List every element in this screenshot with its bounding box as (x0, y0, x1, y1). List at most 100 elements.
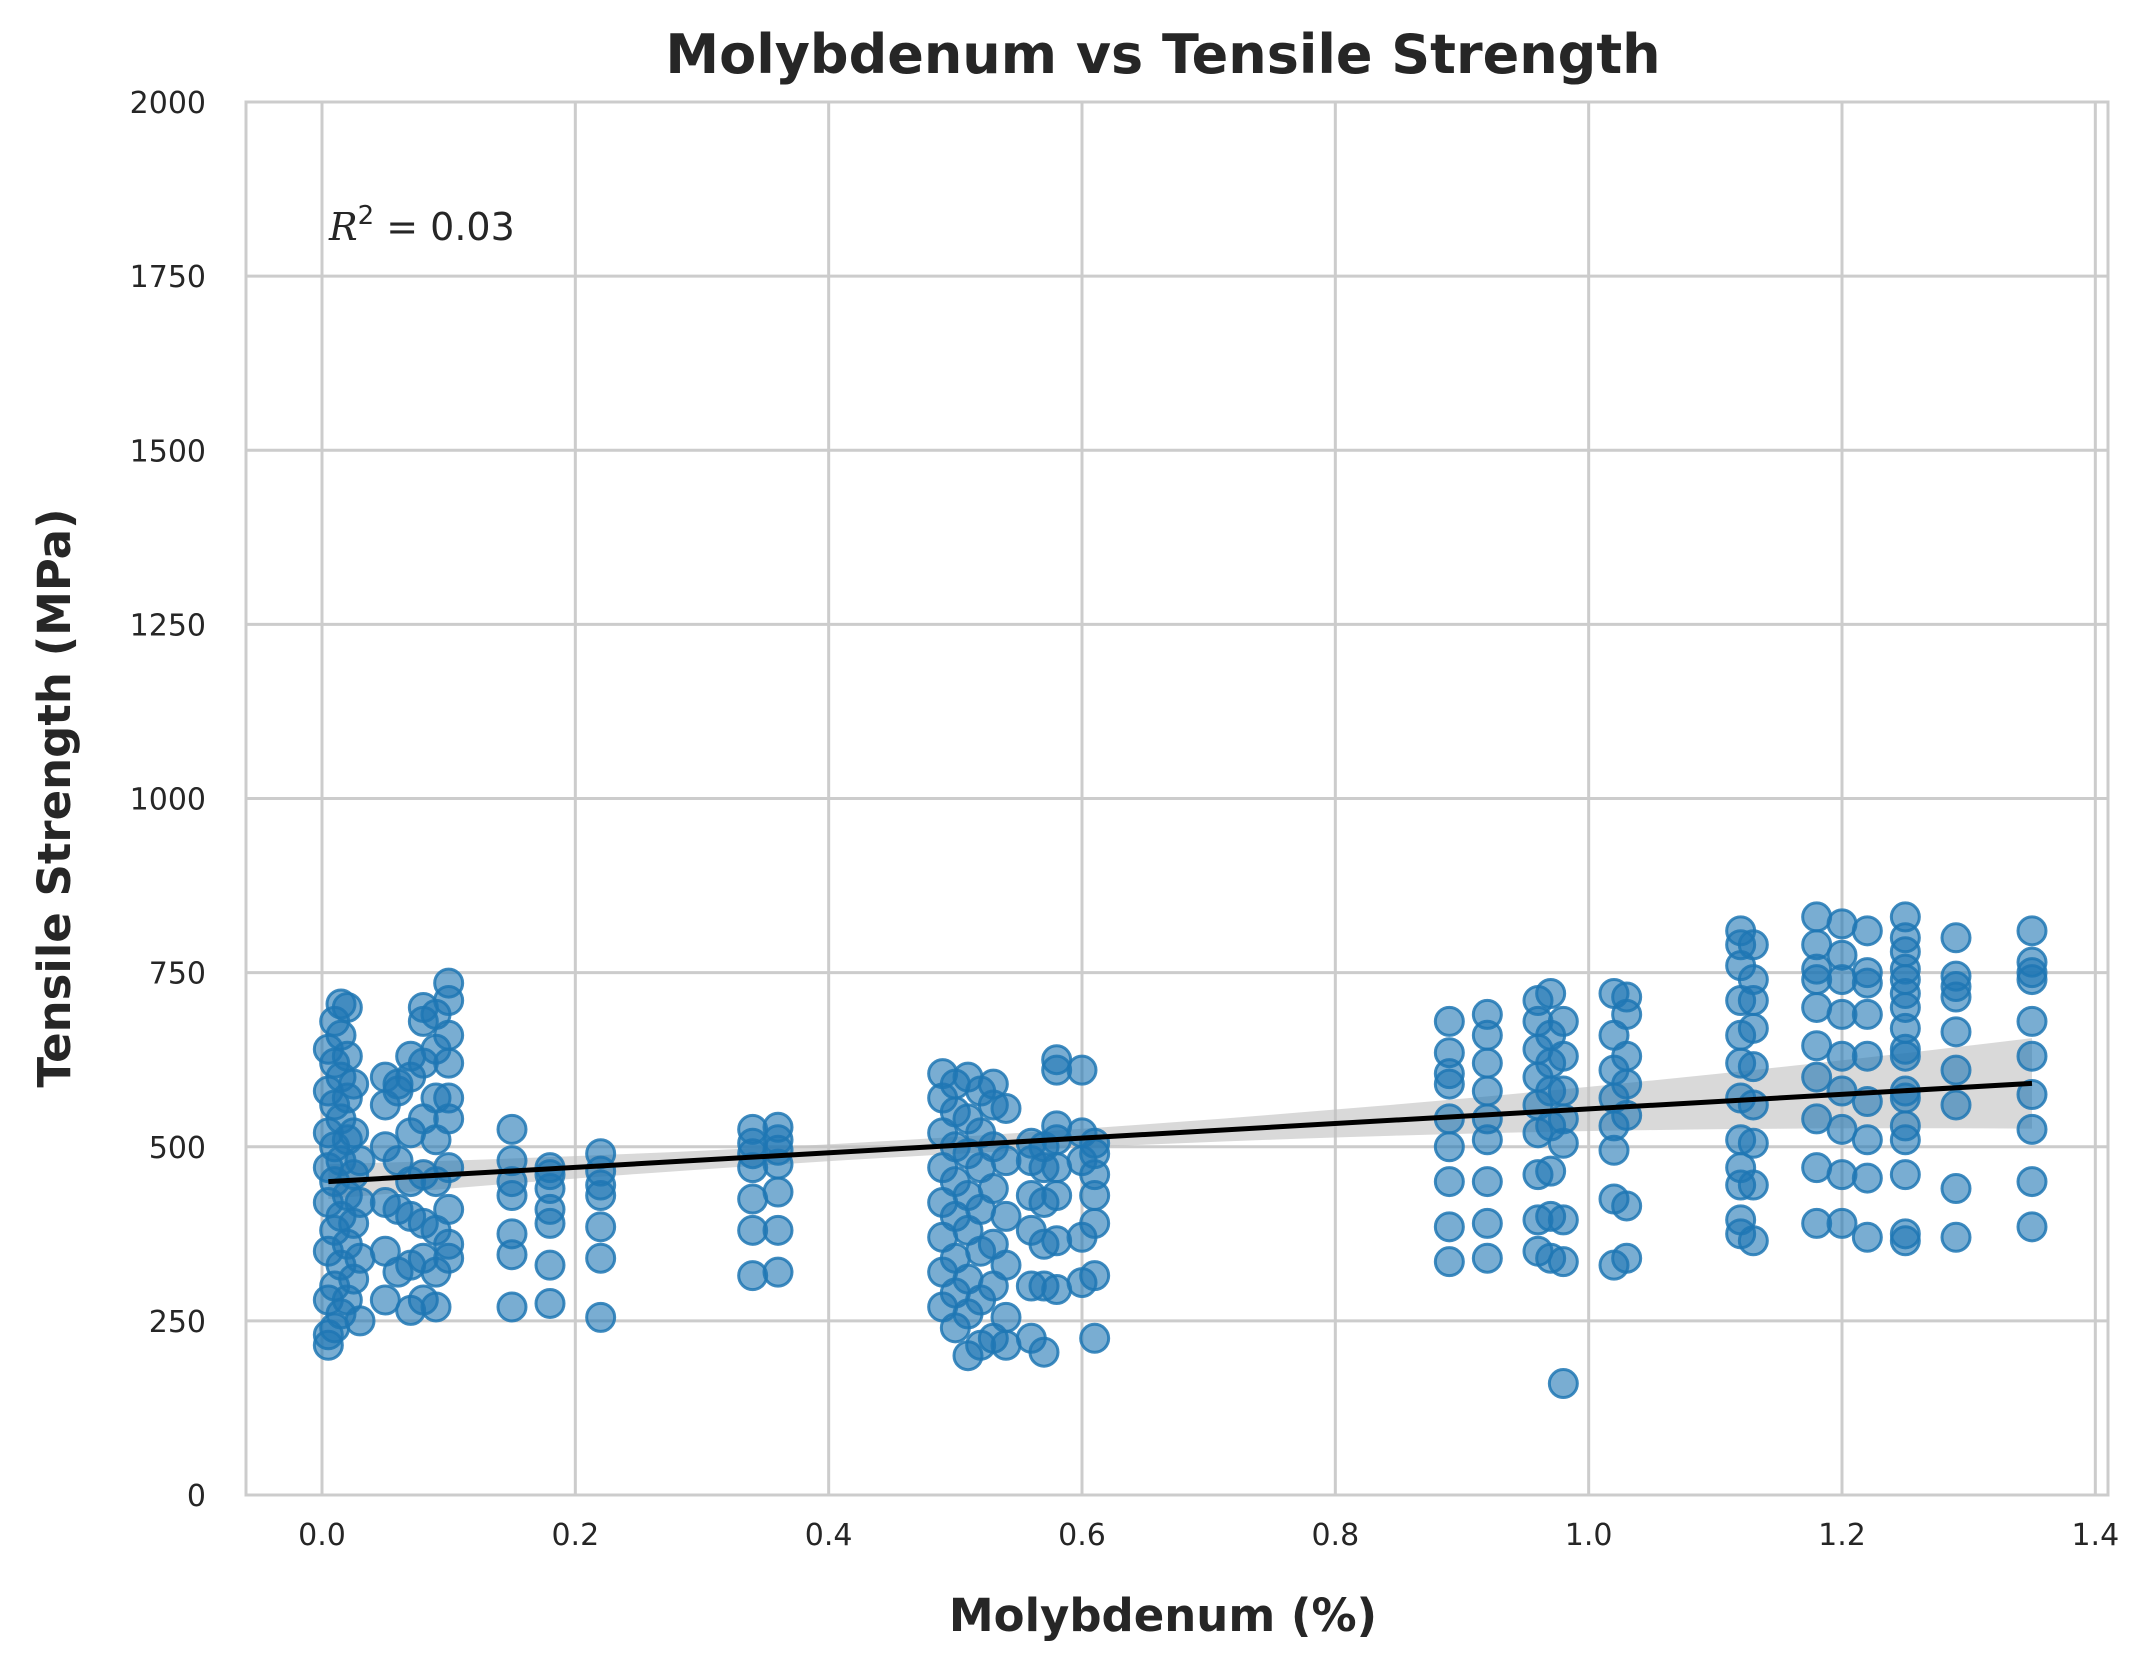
y-tick-label: 0 (187, 1479, 206, 1514)
data-point (737, 1183, 769, 1215)
x-tick-label: 1.2 (1818, 1518, 1866, 1553)
data-point (1826, 1075, 1858, 1107)
data-point (1851, 1124, 1883, 1156)
data-point (1737, 1089, 1769, 1121)
data-point (496, 1113, 528, 1145)
data-point (1826, 1113, 1858, 1145)
data-point (1826, 908, 1858, 940)
regression-line (328, 1080, 2033, 1185)
y-tick-label: 500 (149, 1131, 206, 1166)
data-point (737, 1260, 769, 1292)
data-point (331, 991, 363, 1023)
data-point (1611, 1068, 1643, 1100)
x-tick-label: 0.8 (1311, 1518, 1359, 1553)
data-point (1079, 1207, 1111, 1239)
data-point (1041, 1110, 1073, 1142)
data-point (344, 1186, 376, 1218)
chart-title: Molybdenum vs Tensile Strength (665, 23, 1660, 86)
x-tick-label: 1.0 (1565, 1518, 1613, 1553)
data-point (433, 1047, 465, 1079)
data-point (1041, 1274, 1073, 1306)
data-point (1433, 1166, 1465, 1198)
x-tick-labels: 0.0 0.2 0.4 0.6 0.8 1.0 1.2 1.4 (298, 1518, 2119, 1553)
x-tick-label: 1.4 (2071, 1518, 2119, 1553)
data-point (1471, 998, 1503, 1030)
r-squared-exponent: 2 (358, 201, 375, 231)
data-point (420, 1291, 452, 1323)
data-point (990, 1249, 1022, 1281)
data-point (1547, 1075, 1579, 1107)
data-point (2016, 1040, 2048, 1072)
data-point (1041, 1180, 1073, 1212)
data-point (1611, 1190, 1643, 1222)
data-point (1471, 1242, 1503, 1274)
data-point (1079, 1127, 1111, 1159)
x-tick-label: 0.4 (805, 1518, 853, 1553)
data-point (344, 1242, 376, 1274)
data-point (433, 1019, 465, 1051)
data-point (1851, 957, 1883, 989)
data-point (1535, 978, 1567, 1010)
data-point (2016, 1079, 2048, 1111)
data-point (1547, 1005, 1579, 1037)
data-point (1041, 1152, 1073, 1184)
data-point (1028, 1336, 1060, 1368)
data-point (1471, 1166, 1503, 1198)
y-axis-label: Tensile Strength (MPa) (28, 508, 81, 1087)
y-tick-label: 1000 (130, 783, 206, 818)
data-point (977, 1068, 1009, 1100)
data-point (1851, 1221, 1883, 1253)
data-point (496, 1145, 528, 1177)
data-point (369, 1284, 401, 1316)
data-point (534, 1249, 566, 1281)
data-point (1547, 1246, 1579, 1278)
data-point (433, 967, 465, 999)
data-point (1801, 1061, 1833, 1093)
data-point (1611, 1242, 1643, 1274)
y-tick-labels: 0 250 500 750 1000 1250 1500 1750 2000 (130, 86, 206, 1514)
data-point (1041, 1225, 1073, 1257)
data-point (1826, 1040, 1858, 1072)
data-point (990, 1200, 1022, 1232)
data-point (1826, 1207, 1858, 1239)
data-point (1535, 1155, 1567, 1187)
r-squared-value: = 0.03 (374, 205, 515, 249)
data-point (1547, 1368, 1579, 1400)
data-point (1471, 1075, 1503, 1107)
data-point (762, 1111, 794, 1143)
data-point (990, 1301, 1022, 1333)
data-point (1826, 939, 1858, 971)
data-point (585, 1242, 617, 1274)
data-point (1851, 1162, 1883, 1194)
r-squared-annotation: R2 = 0.03 (328, 201, 515, 249)
data-point (1851, 1040, 1883, 1072)
data-point (1737, 1051, 1769, 1083)
data-point (1940, 1221, 1972, 1253)
data-point (1737, 1012, 1769, 1044)
data-point (977, 1173, 1009, 1205)
data-point (1801, 929, 1833, 961)
data-point (1737, 929, 1769, 961)
data-point (1801, 1103, 1833, 1135)
data-point (1433, 1246, 1465, 1278)
data-point (1826, 998, 1858, 1030)
data-point (1547, 1040, 1579, 1072)
data-point (737, 1113, 769, 1145)
data-point (433, 1082, 465, 1114)
data-point (1889, 1110, 1921, 1142)
data-point (496, 1291, 528, 1323)
data-point (1889, 1159, 1921, 1191)
data-point (762, 1256, 794, 1288)
data-point (433, 1228, 465, 1260)
data-point (1737, 1225, 1769, 1257)
x-tick-label: 0.6 (1058, 1518, 1106, 1553)
data-point (1801, 1207, 1833, 1239)
data-point (1079, 1260, 1111, 1292)
data-point (762, 1214, 794, 1246)
plot-area-frame (244, 100, 2110, 1497)
data-point (1826, 1159, 1858, 1191)
data-point (762, 1176, 794, 1208)
data-point (534, 1287, 566, 1319)
